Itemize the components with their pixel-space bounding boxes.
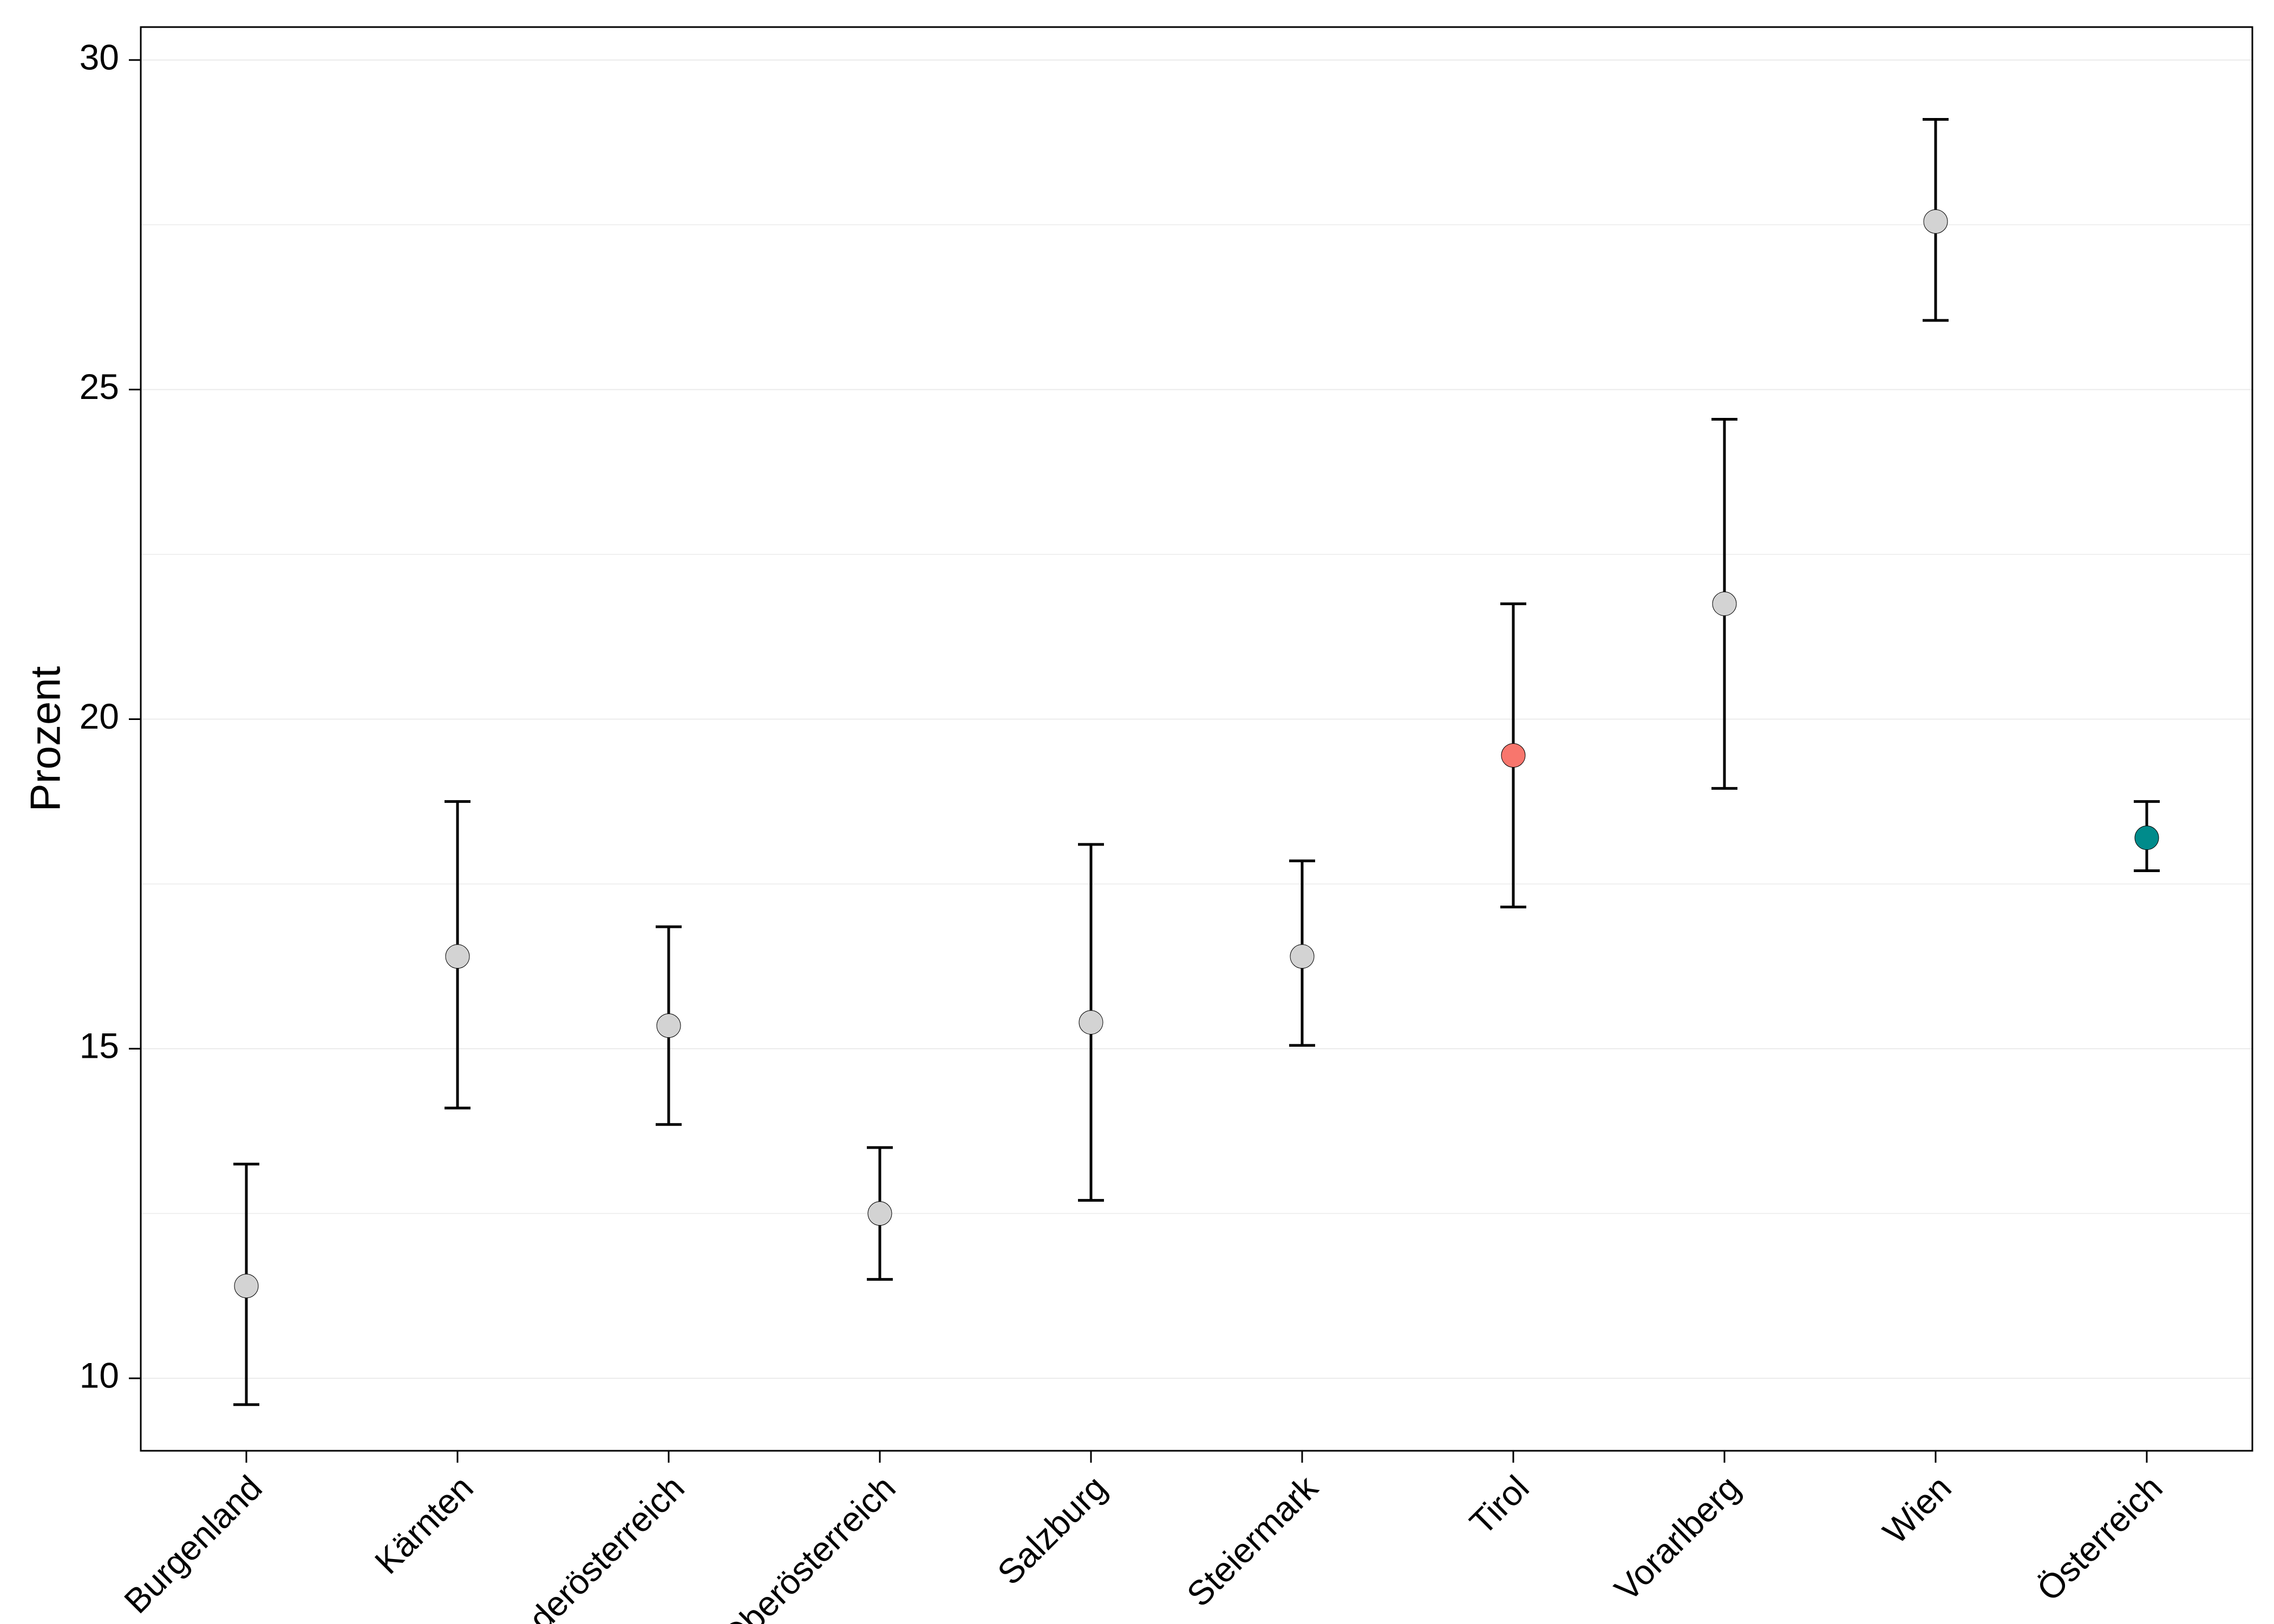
data-marker bbox=[1501, 743, 1525, 767]
data-marker bbox=[1713, 592, 1736, 615]
y-tick-label: 15 bbox=[80, 1026, 119, 1066]
data-marker bbox=[446, 945, 469, 968]
data-marker bbox=[1290, 945, 1314, 968]
y-tick-label: 20 bbox=[80, 696, 119, 736]
data-marker bbox=[1079, 1011, 1103, 1034]
data-marker bbox=[868, 1202, 892, 1226]
data-marker bbox=[657, 1014, 681, 1038]
y-axis-label: Prozent bbox=[22, 666, 69, 811]
y-tick-label: 25 bbox=[80, 366, 119, 407]
data-marker bbox=[2135, 826, 2159, 850]
y-tick-label: 30 bbox=[80, 37, 119, 77]
data-marker bbox=[1924, 209, 1948, 233]
errorbar-chart: 1015202530BurgenlandKärntenNiederösterre… bbox=[0, 0, 2274, 1624]
y-tick-label: 10 bbox=[80, 1355, 119, 1396]
data-marker bbox=[234, 1274, 258, 1298]
